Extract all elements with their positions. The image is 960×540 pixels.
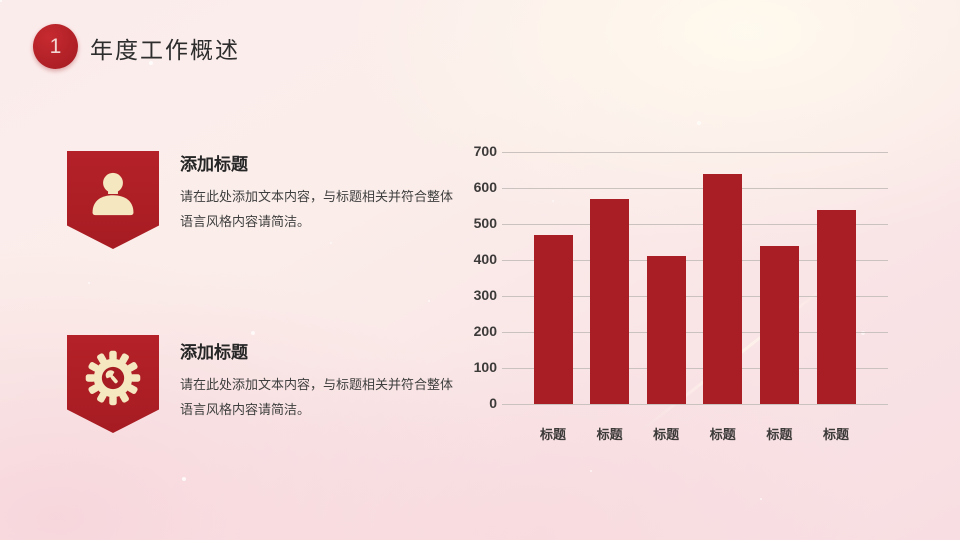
y-axis-tick-label: 600 [473,179,497,195]
gridline [502,152,888,153]
pennant-banner-1 [67,151,159,249]
bar-series-4 [703,173,743,404]
y-axis-tick-label: 300 [473,287,497,303]
bar-series-1 [533,234,573,404]
y-axis-tick-label: 100 [473,359,497,375]
x-axis-category-label: 标题 [709,427,736,442]
gridline [502,296,888,297]
feature-body-line: 语言风格内容请简洁。 [180,214,311,229]
pennant-banner-2 [67,335,159,433]
y-axis-tick-label: 700 [473,143,497,159]
feature-body-line: 请在此处添加文本内容，与标题相关并符合整体 [180,189,454,204]
gridline [502,332,888,333]
sparkle-dots [0,0,2,2]
y-axis-tick-label: 400 [473,251,497,267]
x-axis-category-label: 标题 [539,427,566,442]
x-axis-category-label: 标题 [596,427,623,442]
y-axis-tick-label: 500 [473,215,497,231]
feature-body-line: 请在此处添加文本内容，与标题相关并符合整体 [180,377,454,392]
x-axis-category-label: 标题 [766,427,793,442]
gridline [502,188,888,189]
feature-title: 添加标题 [180,155,248,174]
feature-block-1: 添加标题 请在此处添加文本内容，与标题相关并符合整体 语言风格内容请简洁。 [180,154,480,234]
page-title: 年度工作概述 [90,37,240,63]
x-axis-category-label: 标题 [822,427,849,442]
gear-icon [85,350,141,406]
bar-series-2 [590,198,630,404]
gridline [502,404,888,405]
gridline [502,368,888,369]
section-number-badge: 1 [33,24,78,69]
section-number: 1 [49,34,62,58]
bar-chart: 0 100 200 300 400 500 600 700 标题 标题 标题 标题 标题 标题 [455,138,915,458]
gridline [502,224,888,225]
bar-series-3 [646,256,686,404]
feature-block-2: 添加标题 请在此处添加文本内容，与标题相关并符合整体 语言风格内容请简洁。 [180,342,480,422]
y-axis-tick-label: 200 [473,323,497,339]
bar-series-6 [816,209,856,404]
y-axis-tick-label: 0 [489,395,497,411]
gridline [502,260,888,261]
bar-series-5 [759,245,799,404]
feature-title: 添加标题 [180,343,248,362]
feature-body-line: 语言风格内容请简洁。 [180,402,311,417]
person-icon [92,172,134,216]
x-axis-category-label: 标题 [653,427,680,442]
